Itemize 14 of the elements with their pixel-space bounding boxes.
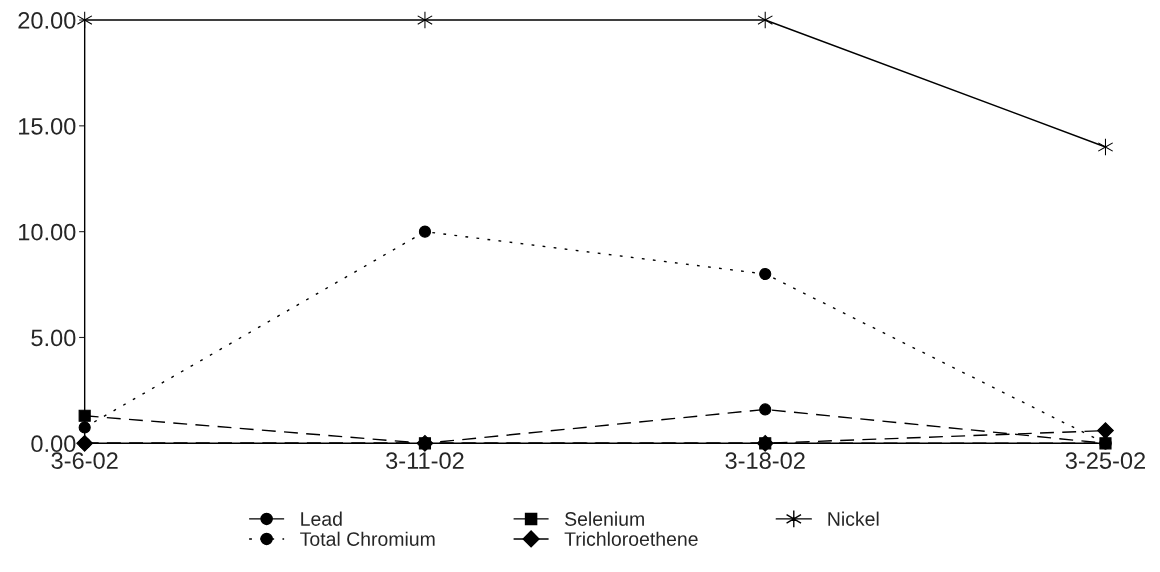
legend-label: Trichloroethene — [564, 531, 698, 546]
legend-label: Nickel — [828, 511, 879, 526]
legend-label: Selenium — [565, 511, 644, 526]
x-tick-label: 3-18-02 — [725, 452, 805, 469]
x-tick-label: 3-11-02 — [386, 452, 464, 469]
legend-label: Lead — [301, 511, 342, 526]
y-tick-label: 10.00 — [19, 223, 76, 241]
x-tick-label: 3-25-02 — [1065, 452, 1145, 469]
y-tick-label: 5.00 — [31, 329, 76, 347]
y-tick-label: 0.00 — [31, 435, 76, 453]
x-tick-label: 3-6-02 — [51, 452, 118, 469]
y-tick-label: 15.00 — [19, 117, 76, 135]
legend-label: Total Chromium — [300, 531, 435, 546]
y-tick-label: 20.00 — [18, 12, 76, 29]
